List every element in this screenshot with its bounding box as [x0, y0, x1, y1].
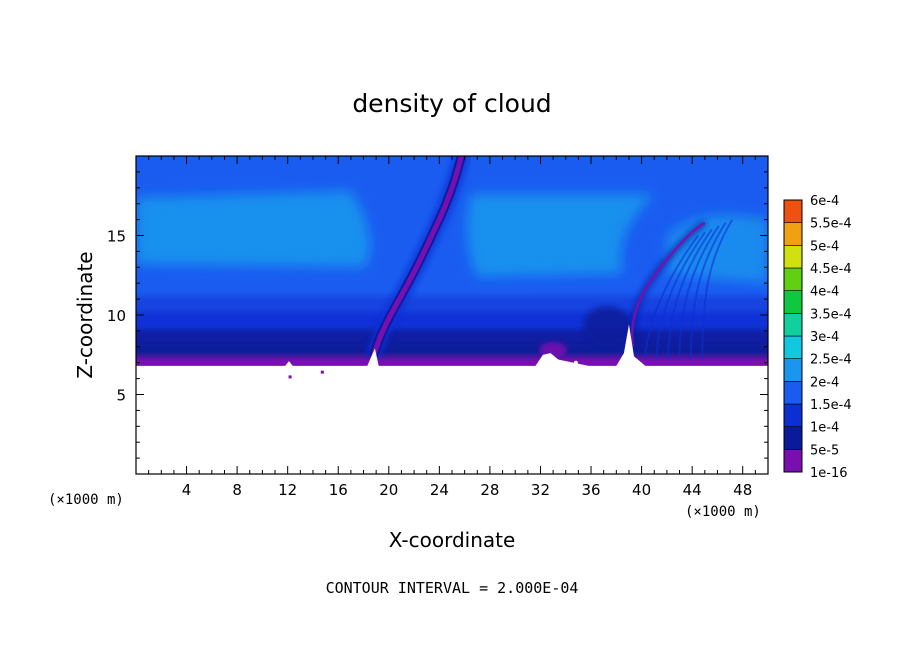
x-axis-label: X-coordinate	[389, 528, 516, 552]
colorbar-label: 2.5e-4	[810, 353, 852, 368]
colorbar-swatch	[783, 222, 803, 246]
x-unit-left: (×1000 m)	[48, 492, 124, 508]
colorbar-label: 1.5e-4	[810, 398, 852, 413]
colorbar-swatch	[783, 358, 803, 382]
colorbar-label: 4.5e-4	[810, 262, 852, 277]
y-axis-label: Z-coordinate	[73, 251, 97, 378]
colorbar-label: 4e-4	[810, 285, 839, 300]
y-tick-label: 15	[107, 228, 126, 246]
colorbar-label: 5.5e-4	[810, 217, 852, 232]
x-tick-label: 48	[733, 481, 752, 499]
x-tick-label: 44	[683, 481, 702, 499]
colorbar: 1e-16 5e-5 1e-4 1.5e-4 2e-4 2.5e-4 3e-4 3.5e-4 4…	[783, 194, 852, 481]
x-tick-label: 4	[182, 481, 192, 499]
y-tick-label: 5	[116, 387, 126, 405]
colorbar-swatch	[783, 245, 803, 269]
colorbar-swatch	[783, 449, 803, 473]
chart-title: density of cloud	[352, 89, 551, 118]
colorbar-swatch	[783, 267, 803, 291]
x-tick-label: 40	[632, 481, 651, 499]
contour-interval-note: CONTOUR INTERVAL = 2.000E-04	[326, 579, 579, 597]
colorbar-label: 6e-4	[810, 194, 839, 209]
colorbar-swatch	[783, 290, 803, 314]
x-unit-right: (×1000 m)	[685, 504, 761, 520]
x-axis: 4 8 12 16 20 24 28 32 36 40 44 48	[148, 156, 756, 499]
x-tick-label: 24	[430, 481, 449, 499]
x-tick-label: 36	[581, 481, 600, 499]
colorbar-swatch	[783, 199, 803, 223]
colorbar-swatch	[783, 381, 803, 405]
cloud-density-field	[136, 156, 768, 474]
colorbar-swatch	[783, 313, 803, 337]
colorbar-label: 2e-4	[810, 375, 839, 390]
colorbar-swatch	[783, 335, 803, 359]
colorbar-swatch	[783, 403, 803, 427]
x-tick-label: 16	[329, 481, 348, 499]
colorbar-label: 3.5e-4	[810, 307, 852, 322]
x-tick-label: 12	[278, 481, 297, 499]
x-tick-label: 8	[232, 481, 242, 499]
x-tick-label: 28	[480, 481, 499, 499]
colorbar-label: 5e-5	[810, 443, 839, 458]
colorbar-label: 1e-4	[810, 421, 839, 436]
colorbar-label: 3e-4	[810, 330, 839, 345]
x-tick-label: 32	[531, 481, 550, 499]
x-tick-label: 20	[379, 481, 398, 499]
y-tick-label: 10	[107, 307, 126, 325]
y-axis: 5 10 15	[107, 171, 768, 459]
colorbar-label: 5e-4	[810, 239, 839, 254]
colorbar-swatch	[783, 426, 803, 450]
colorbar-label: 1e-16	[810, 466, 848, 481]
